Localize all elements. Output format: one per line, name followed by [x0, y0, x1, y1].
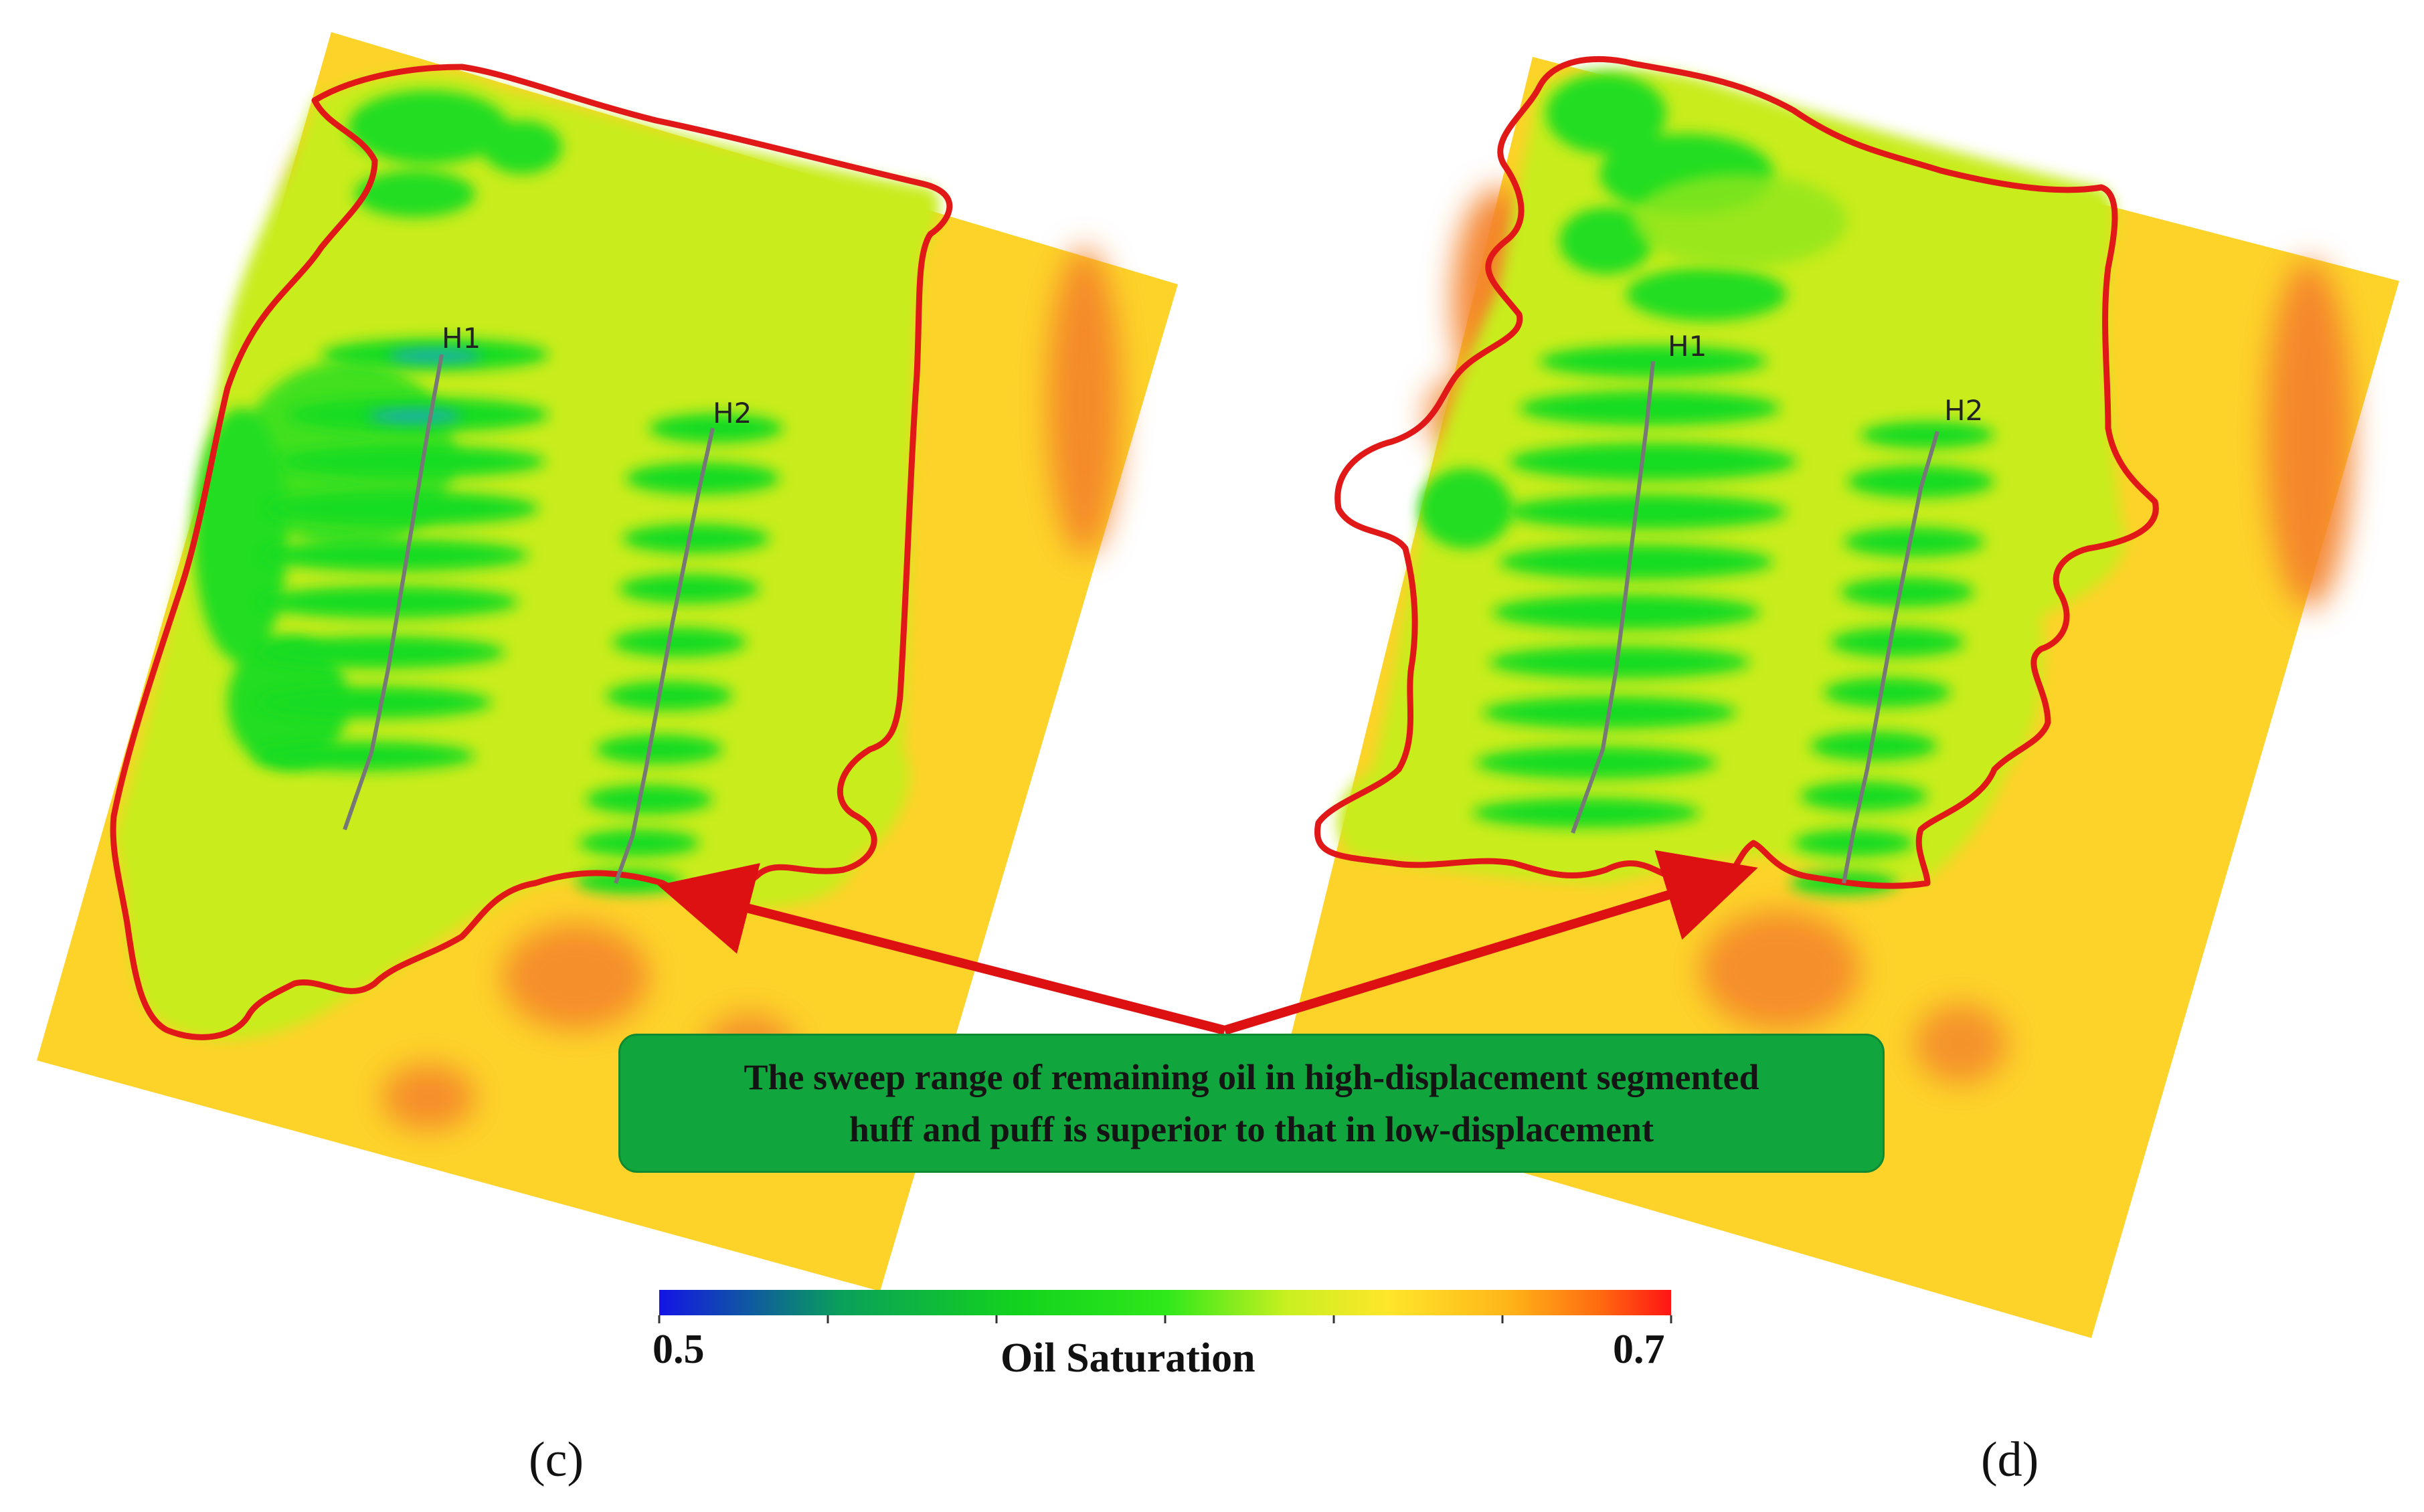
panel-d-map: H1 H2 [1275, 56, 2399, 1338]
panel-d-label: (d) [1981, 1432, 2039, 1487]
panel-c-label: (c) [529, 1432, 584, 1487]
panel-c-well-h2 [614, 428, 715, 884]
annotation-callout: The sweep range of remaining oil in high… [618, 1034, 1885, 1173]
panel-d-well-h2 [1842, 431, 1939, 884]
colorbar [659, 1290, 1671, 1315]
annotation-line-1: The sweep range of remaining oil in high… [744, 1057, 1759, 1097]
panel-c-sweep-outline [110, 64, 953, 1040]
panel-c-well-h1-label: H1 [442, 322, 481, 355]
colorbar-max-label: 0.7 [1613, 1327, 1665, 1372]
panel-d-well-h1 [1571, 361, 1655, 834]
annotation-line-2: huff and puff is superior to that in low… [849, 1109, 1654, 1149]
colorbar-min-label: 0.5 [653, 1327, 705, 1372]
colorbar-ticks [658, 1315, 1672, 1323]
arrow-to-panel-c [657, 862, 1226, 1035]
panel-c-well-h1 [343, 354, 444, 830]
panel-d-well-h2-label: H2 [1944, 394, 1983, 427]
panel-c-map: H1 H2 [37, 32, 1178, 1291]
annotation-text: The sweep range of remaining oil in high… [683, 1051, 1820, 1155]
panel-d-sweep-outline [1314, 56, 2159, 889]
colorbar-title: Oil Saturation [1001, 1335, 1256, 1381]
arrow-to-panel-d [1223, 850, 1758, 1035]
panel-c-well-h2-label: H2 [713, 397, 752, 430]
panel-d-well-h1-label: H1 [1668, 330, 1707, 363]
